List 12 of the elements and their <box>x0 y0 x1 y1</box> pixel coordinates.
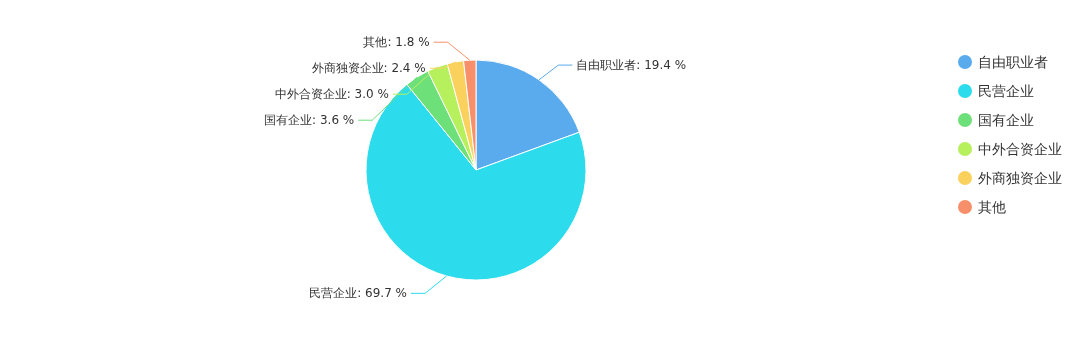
legend-label: 其他 <box>978 199 1006 215</box>
data-label: 其他: 1.8 % <box>363 35 430 50</box>
legend-label: 国有企业 <box>978 112 1034 128</box>
data-label: 民营企业: 69.7 % <box>309 286 407 301</box>
legend-label: 自由职业者 <box>978 54 1048 70</box>
data-label: 自由职业者: 19.4 % <box>576 58 687 73</box>
data-label: 外商独资企业: 2.4 % <box>311 61 426 76</box>
data-label: 中外合资企业: 3.0 % <box>274 87 389 102</box>
data-label: 国有企业: 3.6 % <box>264 113 355 128</box>
legend-label: 民营企业 <box>978 83 1034 99</box>
legend-label: 中外合资企业 <box>978 141 1062 157</box>
legend-label: 外商独资企业 <box>978 170 1062 186</box>
